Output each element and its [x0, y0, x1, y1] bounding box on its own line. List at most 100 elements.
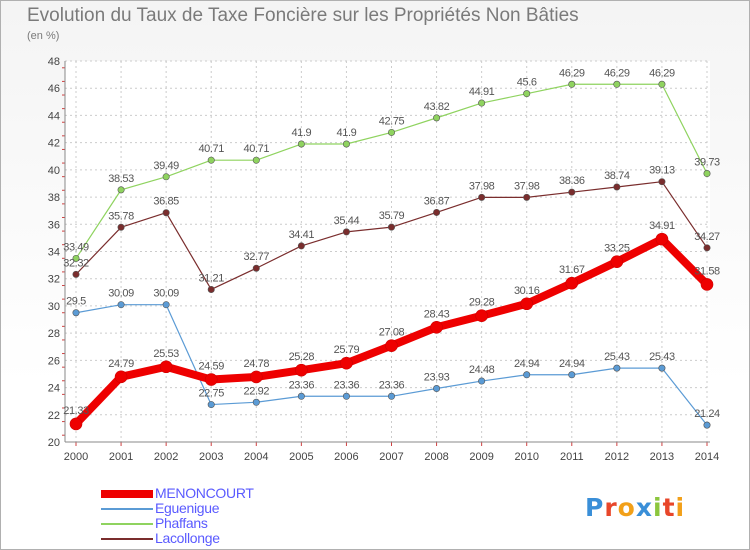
legend-swatch	[101, 508, 153, 510]
data-point-lacollonge	[433, 208, 441, 216]
data-label-phaffans: 38.53	[108, 173, 134, 185]
data-point-eguenigue	[387, 392, 395, 400]
data-label-phaffans: 40.71	[244, 143, 270, 155]
data-label-menoncourt: 25.79	[334, 344, 360, 356]
data-label-phaffans: 39.49	[153, 160, 179, 172]
data-label-phaffans: 46.29	[604, 67, 630, 79]
data-point-eguenigue	[72, 309, 80, 317]
logo-letter: i	[675, 493, 686, 522]
data-point-menoncourt	[520, 297, 534, 311]
x-tick-label: 2003	[199, 451, 223, 463]
y-tick-label: 36	[48, 219, 60, 231]
x-tick-label: 2005	[289, 451, 313, 463]
data-point-phaffans	[703, 170, 711, 178]
y-tick-label: 32	[48, 274, 60, 286]
data-point-menoncourt	[430, 320, 443, 334]
data-point-menoncourt	[385, 339, 398, 352]
data-label-phaffans: 42.75	[379, 115, 405, 127]
y-tick-label: 26	[48, 355, 60, 367]
data-point-phaffans	[162, 173, 170, 181]
data-label-eguenigue: 21.24	[694, 408, 720, 420]
data-label-menoncourt: 33.25	[604, 243, 630, 255]
data-point-menoncourt	[475, 309, 488, 323]
x-tick-label: 2010	[514, 451, 538, 463]
logo-letter: o	[617, 493, 636, 522]
data-point-eguenigue	[162, 301, 170, 309]
legend-swatch	[101, 538, 153, 540]
data-point-phaffans	[252, 156, 260, 164]
data-label-phaffans: 45.6	[517, 77, 537, 89]
data-point-lacollonge	[72, 270, 80, 278]
data-point-eguenigue	[478, 377, 486, 385]
x-tick-label: 2000	[64, 451, 88, 463]
data-label-phaffans: 33.49	[63, 241, 89, 253]
data-point-lacollonge	[613, 183, 621, 191]
legend-label: Phaffans	[155, 515, 208, 531]
data-point-lacollonge	[478, 193, 486, 201]
logo-letter: t	[662, 493, 676, 522]
data-point-eguenigue	[523, 371, 531, 379]
data-label-phaffans: 46.29	[559, 67, 585, 79]
legend-label: Lacollonge	[155, 530, 220, 546]
data-point-menoncourt	[565, 276, 579, 290]
y-tick-label: 42	[48, 138, 60, 150]
y-tick-label: 48	[48, 56, 60, 68]
x-tick-label: 2001	[109, 451, 133, 463]
y-tick-label: 46	[48, 83, 60, 95]
logo-letter: P	[585, 493, 605, 522]
legend-label: MENONCOURT	[155, 485, 254, 501]
data-point-menoncourt	[655, 232, 669, 246]
y-tick-label: 40	[48, 165, 60, 177]
data-point-lacollonge	[703, 244, 711, 252]
x-tick-label: 2002	[154, 451, 178, 463]
data-point-eguenigue	[207, 401, 215, 409]
y-tick-label: 44	[48, 110, 60, 122]
data-label-eguenigue: 23.36	[334, 379, 360, 391]
y-tick-label: 34	[48, 247, 60, 259]
data-label-lacollonge: 37.98	[514, 180, 540, 192]
data-point-menoncourt	[114, 370, 128, 384]
data-label-phaffans: 39.73	[694, 157, 720, 169]
data-label-phaffans: 41.9	[291, 127, 311, 139]
x-tick-label: 2014	[695, 451, 719, 463]
data-point-lacollonge	[658, 178, 666, 186]
data-point-eguenigue	[613, 364, 621, 372]
data-point-lacollonge	[568, 188, 576, 196]
data-point-phaffans	[297, 140, 305, 148]
data-label-eguenigue: 22.92	[244, 385, 270, 397]
data-label-menoncourt: 24.79	[108, 358, 134, 370]
data-label-menoncourt: 24.78	[244, 358, 270, 370]
data-label-lacollonge: 38.36	[559, 175, 585, 187]
data-point-menoncourt	[295, 363, 308, 377]
data-label-eguenigue: 25.43	[604, 351, 630, 363]
plot-area	[65, 61, 710, 442]
data-label-eguenigue: 29.5	[66, 296, 86, 308]
y-tick-label: 38	[48, 192, 60, 204]
data-point-menoncourt	[700, 278, 714, 291]
data-point-lacollonge	[297, 242, 305, 250]
x-tick-label: 2004	[244, 451, 268, 463]
data-label-lacollonge: 36.85	[153, 196, 179, 208]
data-label-eguenigue: 23.36	[379, 379, 405, 391]
data-label-eguenigue: 23.93	[424, 372, 450, 384]
data-point-lacollonge	[342, 228, 350, 236]
x-tick-label: 2011	[560, 451, 584, 463]
y-tick-label: 22	[48, 410, 60, 422]
x-tick-label: 2009	[469, 451, 493, 463]
data-point-lacollonge	[162, 209, 170, 217]
data-label-lacollonge: 32.32	[63, 257, 89, 269]
data-label-menoncourt: 27.08	[379, 327, 405, 339]
data-point-lacollonge	[117, 223, 125, 231]
data-point-menoncourt	[159, 360, 173, 374]
data-label-phaffans: 46.29	[649, 67, 675, 79]
data-point-phaffans	[342, 140, 350, 148]
data-label-menoncourt: 24.59	[198, 361, 224, 373]
data-label-lacollonge: 35.79	[379, 210, 405, 222]
data-label-lacollonge: 38.74	[604, 170, 630, 182]
data-label-eguenigue: 30.09	[108, 288, 134, 300]
y-tick-label: 24	[48, 383, 60, 395]
data-point-phaffans	[433, 114, 441, 122]
data-point-phaffans	[613, 80, 621, 88]
data-point-phaffans	[117, 186, 125, 194]
